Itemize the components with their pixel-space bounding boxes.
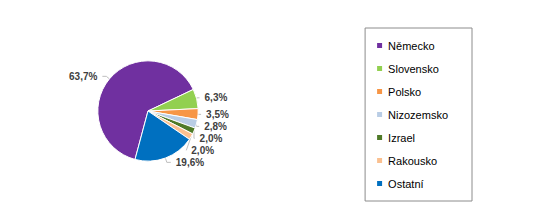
- svg-text:Polsko: Polsko: [388, 86, 421, 98]
- svg-text:2,0%: 2,0%: [191, 145, 214, 156]
- svg-text:3,5%: 3,5%: [206, 109, 229, 120]
- svg-text:6,3%: 6,3%: [205, 92, 228, 103]
- svg-text:Rakousko: Rakousko: [388, 155, 437, 167]
- svg-text:Německo: Německo: [388, 40, 434, 52]
- svg-text:Nizozemsko: Nizozemsko: [388, 109, 448, 121]
- svg-text:19,6%: 19,6%: [176, 157, 204, 168]
- svg-text:63,7%: 63,7%: [69, 71, 97, 82]
- svg-text:2,8%: 2,8%: [204, 121, 227, 132]
- svg-text:2,0%: 2,0%: [200, 133, 223, 144]
- svg-text:Slovensko: Slovensko: [388, 63, 439, 75]
- svg-text:Izrael: Izrael: [388, 132, 415, 144]
- svg-text:Ostatní: Ostatní: [388, 178, 423, 190]
